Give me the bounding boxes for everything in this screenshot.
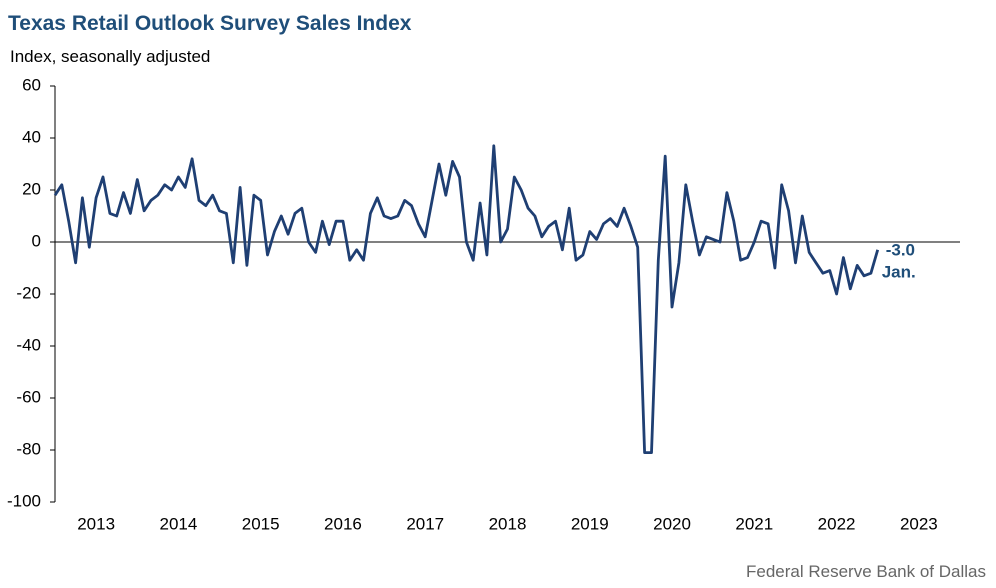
data-line bbox=[53, 144, 880, 454]
x-tick-label: 2013 bbox=[77, 514, 115, 533]
y-tick-label: -20 bbox=[16, 283, 41, 302]
x-tick-label: 2017 bbox=[406, 514, 444, 533]
y-tick-label: 0 bbox=[32, 231, 41, 250]
x-tick-label: 2016 bbox=[324, 514, 362, 533]
y-tick-label: 60 bbox=[22, 75, 41, 94]
x-tick-label: 2015 bbox=[242, 514, 280, 533]
y-tick-label: -60 bbox=[16, 387, 41, 406]
y-tick-label: -80 bbox=[16, 439, 41, 458]
x-tick-label: 2019 bbox=[571, 514, 609, 533]
y-tick-label: -100 bbox=[7, 491, 41, 510]
x-tick-label: 2021 bbox=[735, 514, 773, 533]
chart-subtitle: Index, seasonally adjusted bbox=[10, 47, 210, 66]
annotation: Jan. bbox=[882, 262, 916, 281]
annotation: -3.0 bbox=[886, 240, 915, 259]
x-tick-label: 2023 bbox=[900, 514, 938, 533]
source: Federal Reserve Bank of Dallas bbox=[746, 562, 986, 581]
y-tick-label: 40 bbox=[22, 127, 41, 146]
y-tick-label: -40 bbox=[16, 335, 41, 354]
y-tick-label: 20 bbox=[22, 179, 41, 198]
x-tick-label: 2018 bbox=[489, 514, 527, 533]
x-tick-label: 2020 bbox=[653, 514, 691, 533]
x-tick-label: 2022 bbox=[818, 514, 856, 533]
chart-title: Texas Retail Outlook Survey Sales Index bbox=[8, 12, 412, 35]
x-tick-label: 2014 bbox=[159, 514, 197, 533]
